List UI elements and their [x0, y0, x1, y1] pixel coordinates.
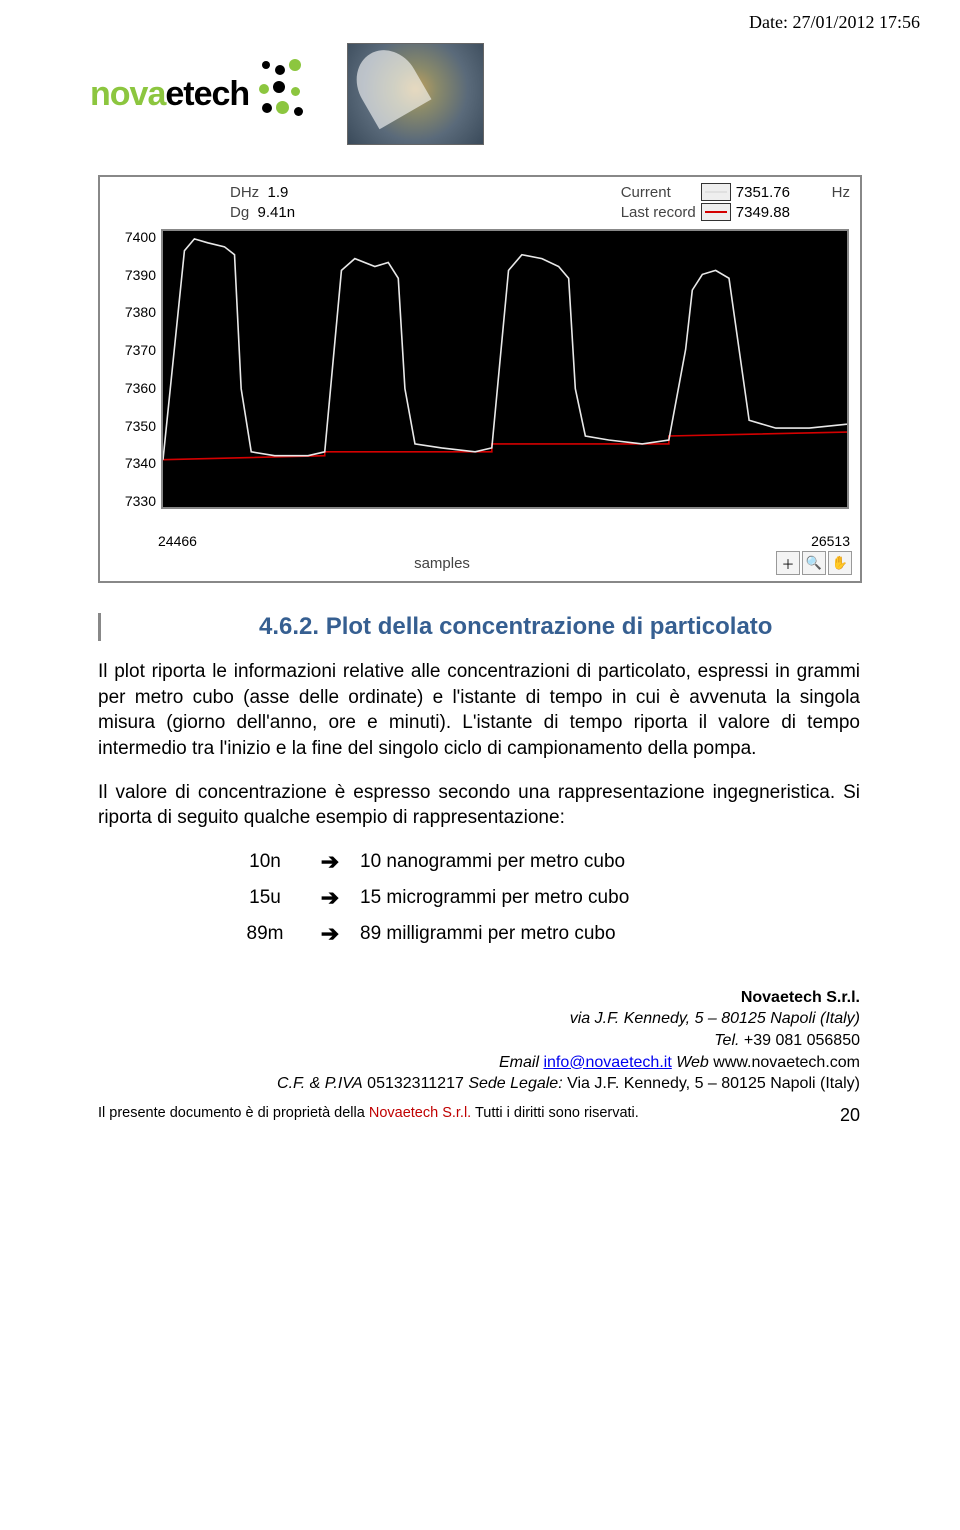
chart-header: DHz 1.9 Current 7351.76 Hz Dg 9.41n Last…	[100, 177, 860, 225]
rep-desc: 89 milligrammi per metro cubo	[360, 923, 616, 945]
section-title-text: Plot della concentrazione di particolato	[326, 613, 773, 640]
lastrecord-value: 7349.88	[736, 204, 790, 221]
footline-text2: Tutti i diritti sono riservati.	[471, 1105, 639, 1121]
x-max-label: 26513	[811, 533, 850, 549]
footer-address: via J.F. Kennedy, 5 – 80125 Napoli (Ital…	[0, 1008, 860, 1030]
footer-company: Novaetech S.r.l.	[0, 987, 860, 1009]
x-min-label: 24466	[158, 533, 197, 549]
footer-sede: Via J.F. Kennedy, 5 – 80125 Napoli (Ital…	[563, 1075, 860, 1092]
rep-code: 15u	[230, 887, 300, 909]
footer-email-label: Email	[499, 1054, 543, 1071]
plot-canvas	[161, 229, 849, 509]
paragraph-2: Il valore di concentrazione è espresso s…	[98, 780, 860, 831]
rep-desc: 15 microgrammi per metro cubo	[360, 887, 629, 909]
date-header: Date: 27/01/2012 17:56	[0, 0, 960, 33]
dg-value: 9.41n	[258, 204, 296, 221]
oscilloscope-chart: DHz 1.9 Current 7351.76 Hz Dg 9.41n Last…	[98, 175, 862, 583]
dhz-label: DHz	[230, 184, 259, 201]
crosshair-tool-icon[interactable]: ＋	[776, 551, 800, 575]
arrow-icon: ➔	[300, 885, 360, 911]
footline-text1: Il presente documento è di proprietà del…	[98, 1105, 369, 1121]
logo-row: novaetech	[0, 33, 960, 175]
footer-web: www.novaetech.com	[713, 1054, 860, 1071]
rep-code: 89m	[230, 923, 300, 945]
x-axis-labels: 24466 26513	[158, 533, 850, 549]
current-label: Current	[621, 184, 696, 201]
logo-part1: nova	[90, 75, 165, 113]
y-tick-label: 7380	[106, 304, 156, 320]
x-axis-title: samples	[108, 555, 776, 572]
footline-company: Novaetech S.r.l.	[369, 1105, 471, 1121]
footer-tel-label: Tel.	[714, 1032, 739, 1049]
rep-code: 10n	[230, 851, 300, 873]
representation-table: 10n➔10 nanogrammi per metro cubo15u➔15 m…	[230, 849, 960, 947]
pan-tool-icon[interactable]: ✋	[828, 551, 852, 575]
footer-web-label: Web	[672, 1054, 714, 1071]
arrow-icon: ➔	[300, 849, 360, 875]
page-number: 20	[840, 1105, 860, 1126]
representation-row: 89m➔89 milligrammi per metro cubo	[230, 921, 960, 947]
footer-cf-label: C.F. & P.IVA	[277, 1075, 363, 1092]
representation-row: 10n➔10 nanogrammi per metro cubo	[230, 849, 960, 875]
section-number: 4.6.2.	[259, 613, 319, 640]
hz-label: Hz	[790, 184, 850, 201]
logo-part2: etech	[165, 75, 249, 113]
footer-email-link[interactable]: info@novaetech.it	[543, 1054, 671, 1071]
lastrecord-label: Last record	[621, 204, 696, 221]
y-tick-label: 7350	[106, 418, 156, 434]
plot-region: 7400 7390 7380 7370 7360 7350 7340 7330	[106, 229, 854, 529]
chart-toolbox: ＋ 🔍 ✋	[776, 551, 852, 575]
y-tick-label: 7400	[106, 229, 156, 245]
footer-line: Il presente documento è di proprietà del…	[98, 1105, 860, 1121]
paragraph-1: Il plot riporta le informazioni relative…	[98, 659, 860, 762]
footer-tel: +39 081 056850	[739, 1032, 860, 1049]
zoom-tool-icon[interactable]: 🔍	[802, 551, 826, 575]
chart-bottom-row: samples ＋ 🔍 ✋	[100, 549, 860, 581]
sensor-photo	[347, 43, 484, 145]
rep-desc: 10 nanogrammi per metro cubo	[360, 851, 625, 873]
footer-cf: 05132311217	[363, 1075, 469, 1092]
representation-row: 15u➔15 microgrammi per metro cubo	[230, 885, 960, 911]
arrow-icon: ➔	[300, 921, 360, 947]
company-logo: novaetech	[90, 59, 307, 129]
page-footer: Novaetech S.r.l. via J.F. Kennedy, 5 – 8…	[0, 987, 860, 1095]
y-tick-label: 7360	[106, 380, 156, 396]
y-tick-label: 7330	[106, 493, 156, 509]
footer-sede-label: Sede Legale:	[468, 1075, 562, 1092]
dhz-value: 1.9	[268, 184, 289, 201]
lastrecord-legend-icon	[701, 203, 731, 221]
current-value: 7351.76	[736, 184, 790, 201]
section-heading: 4.6.2. Plot della concentrazione di part…	[98, 613, 960, 641]
y-tick-label: 7340	[106, 455, 156, 471]
dg-label: Dg	[230, 204, 249, 221]
logo-dots-icon	[257, 59, 307, 129]
y-axis-labels: 7400 7390 7380 7370 7360 7350 7340 7330	[106, 229, 156, 509]
y-tick-label: 7370	[106, 342, 156, 358]
current-legend-icon	[701, 183, 731, 201]
y-tick-label: 7390	[106, 267, 156, 283]
